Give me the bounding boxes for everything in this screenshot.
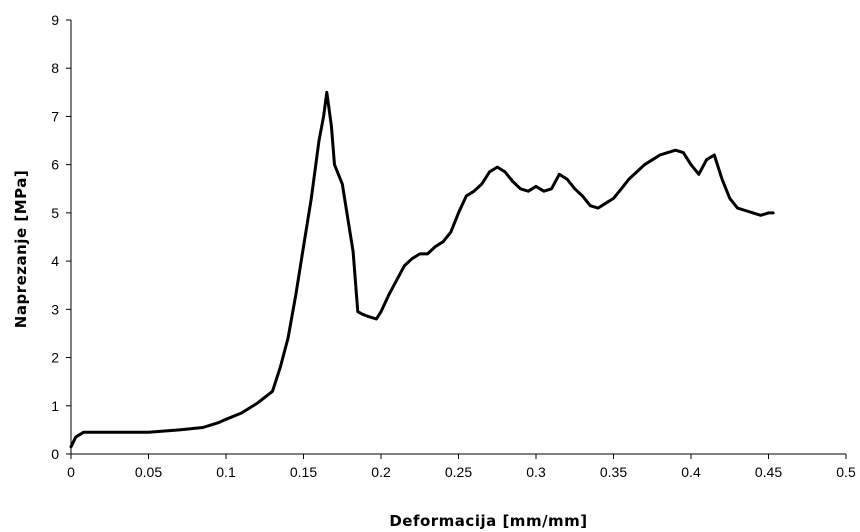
x-tick-label: 0.2 — [371, 464, 391, 480]
y-tick-label: 9 — [51, 12, 59, 28]
y-tick-label: 0 — [51, 446, 59, 462]
y-tick-label: 6 — [51, 157, 59, 173]
y-axis-ticks: 0 1 2 3 4 5 6 7 8 9 — [51, 12, 71, 462]
x-tick-label: 0.35 — [600, 464, 627, 480]
x-tick-label: 0.4 — [681, 464, 701, 480]
x-tick-label: 0.5 — [836, 464, 856, 480]
x-tick-label: 0.1 — [216, 464, 236, 480]
x-axis-title: Deformacija [mm/mm] — [389, 512, 587, 530]
y-tick-label: 5 — [51, 205, 59, 221]
x-tick-label: 0.25 — [445, 464, 472, 480]
y-tick-label: 4 — [51, 253, 59, 269]
x-tick-label: 0 — [67, 464, 75, 480]
y-tick-label: 7 — [51, 108, 59, 124]
y-axis-title: Naprezanje [MPa] — [12, 170, 30, 328]
series-line — [69, 90, 775, 449]
y-tick-label: 2 — [51, 350, 59, 366]
y-tick-label: 3 — [51, 301, 59, 317]
x-axis-ticks: 0 0.05 0.1 0.15 0.2 0.25 0.3 0.35 0.4 0.45 0.5 — [67, 454, 856, 480]
x-tick-label: 0.15 — [290, 464, 317, 480]
y-tick-label: 1 — [51, 398, 59, 414]
plot-area: 0 1 2 3 4 5 6 7 8 9 0 0.05 0.1 0.15 0.2 0.25 0.3 0.35 0.4… — [51, 12, 856, 480]
x-tick-label: 0.3 — [526, 464, 546, 480]
x-tick-label: 0.05 — [135, 464, 162, 480]
x-tick-label: 0.45 — [755, 464, 782, 480]
y-tick-label: 8 — [51, 60, 59, 76]
